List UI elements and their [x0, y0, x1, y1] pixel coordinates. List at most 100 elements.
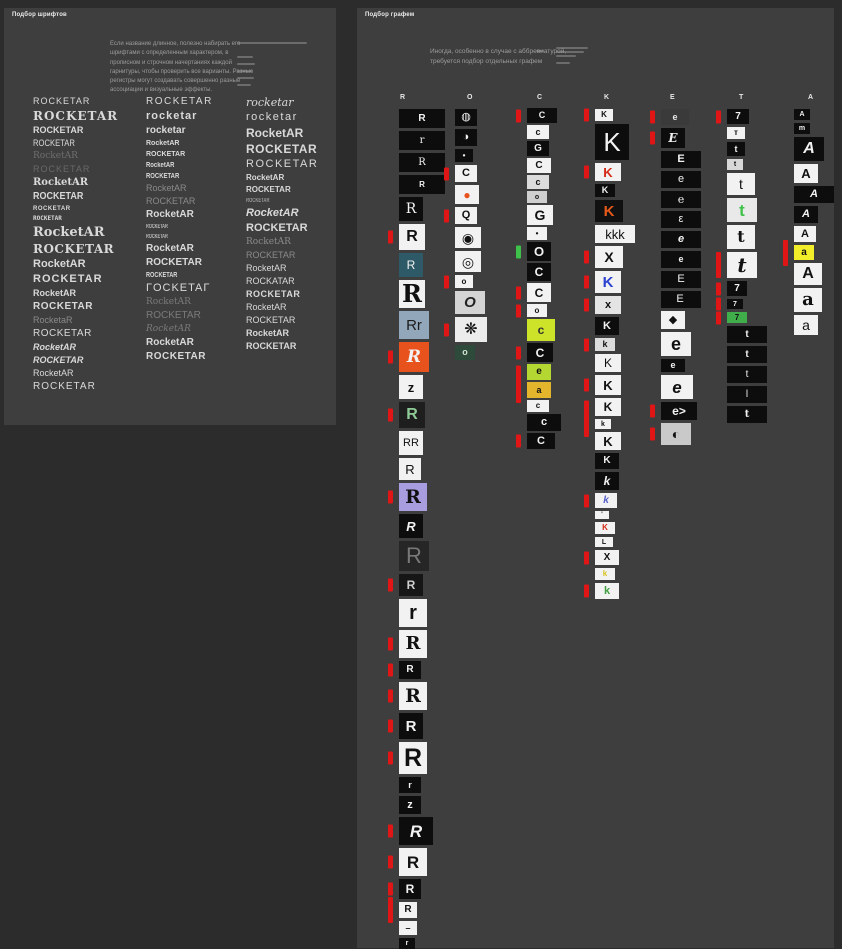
- glyph-tile-O[interactable]: ◉: [455, 227, 481, 248]
- glyph-tile-E[interactable]: E: [661, 291, 701, 308]
- glyph-tile-R[interactable]: R: [399, 253, 423, 277]
- glyph-tile-R[interactable]: R: [399, 879, 421, 899]
- glyph-tile-O[interactable]: Q: [455, 207, 477, 224]
- glyph-tile-E[interactable]: e: [661, 231, 701, 248]
- font-sample[interactable]: ROCKETAR: [246, 222, 308, 234]
- font-sample[interactable]: ROCKATAR: [246, 276, 295, 286]
- font-sample[interactable]: ROCKETAR: [246, 142, 318, 156]
- glyph-tile-R[interactable]: R: [399, 661, 421, 679]
- glyph-tile-R[interactable]: R: [399, 902, 417, 918]
- glyph-tile-T[interactable]: 7: [727, 109, 749, 124]
- font-sample[interactable]: RocketAR: [246, 237, 291, 247]
- glyph-tile-E[interactable]: E: [661, 271, 701, 288]
- font-sample[interactable]: ROCKETAR: [146, 351, 206, 362]
- glyph-tile-R[interactable]: –: [399, 921, 417, 935]
- glyph-tile-T[interactable]: 7: [727, 281, 747, 296]
- glyph-tile-R[interactable]: R: [399, 541, 429, 571]
- glyph-tile-R[interactable]: R: [399, 848, 427, 876]
- glyph-tile-T[interactable]: t: [727, 346, 767, 363]
- glyph-tile-K[interactable]: K: [595, 124, 629, 160]
- font-sample[interactable]: ROCKETAR: [246, 250, 296, 260]
- glyph-tile-R[interactable]: R: [399, 280, 425, 308]
- glyph-tile-O[interactable]: ●: [455, 185, 479, 204]
- glyph-tile-R[interactable]: r: [399, 777, 421, 793]
- font-sample[interactable]: ROCKETAR: [246, 185, 291, 194]
- font-sample[interactable]: RocketAR: [33, 258, 86, 270]
- glyph-tile-K[interactable]: L: [595, 537, 613, 547]
- glyph-tile-R[interactable]: R: [399, 574, 423, 596]
- glyph-tile-R[interactable]: R: [399, 742, 427, 774]
- glyph-tile-E[interactable]: ε: [661, 211, 701, 228]
- glyph-tile-K[interactable]: K: [595, 200, 623, 222]
- glyph-tile-K[interactable]: k: [595, 472, 619, 490]
- font-sample[interactable]: RocketAR: [246, 302, 287, 312]
- font-sample[interactable]: ROCKETAR: [246, 198, 270, 204]
- glyph-tile-K[interactable]: k: [595, 419, 611, 429]
- glyph-tile-O[interactable]: o: [455, 275, 473, 288]
- font-sample[interactable]: ROCKETAR: [146, 310, 201, 321]
- glyph-tile-T[interactable]: t: [727, 326, 767, 343]
- font-sample[interactable]: rocketar: [246, 96, 294, 109]
- glyph-tile-R[interactable]: r: [399, 131, 445, 150]
- glyph-tile-R[interactable]: R: [399, 483, 427, 511]
- font-sample[interactable]: ROCKETAR: [33, 206, 71, 212]
- glyph-tile-A[interactable]: A: [794, 164, 818, 183]
- glyph-tile-C[interactable]: C: [527, 343, 553, 362]
- glyph-tile-T[interactable]: 7: [727, 312, 747, 323]
- glyph-tile-K[interactable]: X: [595, 550, 619, 565]
- glyph-tile-R[interactable]: Rr: [399, 311, 429, 339]
- font-sample[interactable]: rocketar: [246, 111, 298, 123]
- glyph-tile-O[interactable]: ◎: [455, 251, 481, 272]
- glyph-tile-R[interactable]: R: [399, 153, 445, 172]
- font-sample[interactable]: ROCKETAR: [33, 164, 91, 174]
- glyph-tile-R[interactable]: r: [399, 599, 427, 627]
- glyph-tile-K[interactable]: kkk: [595, 225, 635, 243]
- font-sample[interactable]: RocketAR: [246, 328, 290, 338]
- glyph-tile-C[interactable]: c: [527, 319, 555, 341]
- glyph-tile-E[interactable]: e: [661, 359, 685, 372]
- glyph-tile-O[interactable]: ◍: [455, 109, 477, 126]
- font-sample[interactable]: RocketAR: [146, 162, 175, 169]
- font-sample[interactable]: ROCKETAR: [33, 215, 62, 222]
- glyph-tile-T[interactable]: t: [727, 406, 767, 423]
- glyph-tile-C[interactable]: C: [527, 433, 555, 449]
- font-sample[interactable]: ROCKETAR: [33, 301, 93, 312]
- glyph-tile-K[interactable]: K: [595, 109, 613, 121]
- font-sample[interactable]: ROCKETAR: [146, 96, 213, 107]
- font-sample[interactable]: ROCKETAR: [33, 191, 84, 202]
- glyph-tile-T[interactable]: 7: [727, 299, 743, 309]
- font-sample[interactable]: ROCKETAR: [146, 224, 168, 230]
- glyph-tile-T[interactable]: t: [727, 159, 743, 170]
- glyph-tile-K[interactable]: K: [595, 354, 621, 372]
- font-sample[interactable]: ROCKETAR: [33, 138, 75, 148]
- glyph-tile-R[interactable]: R: [399, 458, 421, 480]
- glyph-tile-T[interactable]: t: [727, 173, 755, 195]
- glyph-tile-R[interactable]: R: [399, 682, 427, 710]
- glyph-tile-A[interactable]: A: [794, 186, 834, 203]
- glyph-tile-C[interactable]: G: [527, 205, 553, 225]
- glyph-tile-K[interactable]: K: [595, 317, 619, 335]
- font-sample[interactable]: ROCKETAR: [146, 234, 168, 240]
- font-sample[interactable]: RocketAR: [146, 140, 180, 147]
- font-sample[interactable]: ROCKETAR: [33, 273, 103, 285]
- glyph-tile-E[interactable]: ◐: [661, 423, 691, 445]
- glyph-tile-R[interactable]: z: [399, 796, 421, 814]
- glyph-tile-K[interactable]: K: [595, 398, 621, 416]
- glyph-tile-C[interactable]: C: [527, 108, 557, 123]
- glyph-tile-K[interactable]: k: [595, 583, 619, 599]
- glyph-tile-C[interactable]: G: [527, 141, 549, 156]
- glyph-tile-T[interactable]: t: [727, 198, 757, 222]
- glyph-tile-K[interactable]: k: [595, 338, 615, 351]
- glyph-tile-R[interactable]: z: [399, 375, 423, 399]
- glyph-tile-E[interactable]: e: [661, 375, 693, 399]
- glyph-tile-C[interactable]: •: [527, 227, 547, 240]
- glyph-tile-R[interactable]: r: [399, 938, 415, 949]
- glyph-tile-A[interactable]: a: [794, 288, 822, 312]
- font-sample[interactable]: ROCKETAR: [146, 196, 196, 206]
- glyph-tile-A[interactable]: A: [794, 206, 818, 223]
- font-sample[interactable]: RocketAR: [246, 173, 285, 182]
- glyph-tile-C[interactable]: o: [527, 304, 547, 317]
- font-sample[interactable]: RocketAR: [146, 209, 194, 220]
- font-sample[interactable]: ROCKETAR: [33, 328, 92, 339]
- glyph-tile-O[interactable]: C: [455, 165, 477, 182]
